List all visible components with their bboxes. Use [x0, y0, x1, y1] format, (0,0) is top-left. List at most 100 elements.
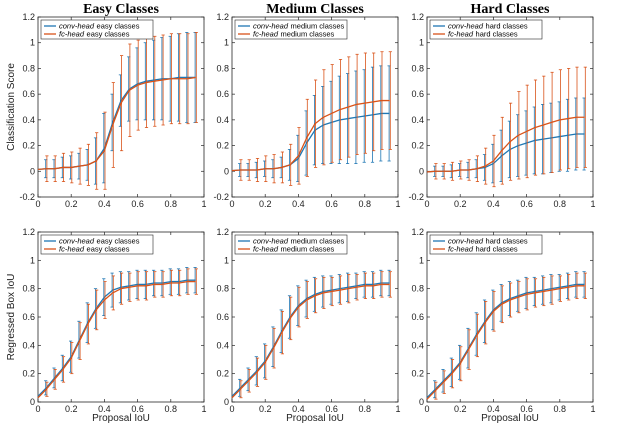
x-tick-label: 0.4	[98, 199, 111, 209]
legend-entry-classes: easy classes	[87, 30, 130, 39]
y-tick-label: 0.4	[216, 340, 229, 350]
legend-entry: conv-head medium classes	[253, 237, 345, 246]
legend-entry-head: fc-head	[253, 30, 279, 39]
y-tick-label: -0.2	[408, 192, 424, 202]
x-tick-label: 0.2	[259, 199, 272, 209]
series-line	[426, 116, 585, 173]
x-tick-label: 0	[35, 199, 40, 209]
y-tick-label: 0	[224, 397, 229, 407]
y-tick-label: -0.2	[213, 192, 229, 202]
x-tick-label: 0	[424, 404, 429, 414]
legend-entry: fc-head hard classes	[448, 245, 518, 254]
y-tick-label: 0.6	[411, 89, 424, 99]
x-tick-label: 0.4	[98, 404, 111, 414]
series-fc-head	[37, 32, 198, 190]
y-tick-label: 0.2	[411, 369, 424, 379]
x-tick-label: 0.4	[487, 404, 500, 414]
y-axis-label: Classification Score	[6, 63, 17, 151]
legend-entry-classes: hard classes	[476, 30, 518, 39]
y-tick-label: 1	[224, 38, 229, 48]
series-line	[426, 283, 585, 399]
y-axis-label: Regressed Box IoU	[6, 274, 17, 361]
x-tick-label: 0.4	[292, 404, 305, 414]
legend-entry: conv-head hard classes	[448, 237, 528, 246]
legend-entry-classes: hard classes	[476, 245, 518, 254]
legend-entry-head: conv-head	[59, 237, 95, 246]
legend-entry: conv-head easy classes	[59, 22, 140, 31]
legend-entry-classes: easy classes	[97, 22, 140, 31]
y-tick-label: 0.2	[22, 369, 35, 379]
y-tick-label: 0.6	[216, 89, 229, 99]
series-conv-head	[231, 269, 391, 397]
x-tick-label: 0.4	[292, 199, 305, 209]
legend-entry-head: conv-head	[253, 22, 289, 31]
y-tick-label: 1.2	[216, 12, 229, 22]
y-tick-label: 0	[224, 166, 229, 176]
column-title: Medium Classes	[266, 2, 364, 17]
legend-entry-head: fc-head	[253, 245, 279, 254]
legend-entry-head: fc-head	[448, 30, 474, 39]
legend-box	[429, 19, 543, 40]
plot-frame	[426, 16, 594, 198]
x-tick-label: 0.6	[131, 199, 144, 209]
column-title: Hard Classes	[471, 2, 551, 17]
y-tick-label: 0.4	[216, 115, 229, 125]
x-tick-label: 0.8	[359, 199, 372, 209]
legend-entry-head: conv-head	[59, 22, 95, 31]
subplot-3: 0 0.2 0.4 0.6 0.8 1-0.200.20.40.60.811.2conv-…	[408, 2, 595, 209]
legend-entry: conv-head hard classes	[448, 22, 528, 31]
subplot-5: 0 0.2 0.4 0.6 0.8 1 0 0.2 0.4 0.6 0.8 1 1.2 conv-head…	[216, 227, 400, 424]
x-tick-label: 0.6	[520, 404, 533, 414]
x-tick-label: 1	[201, 199, 206, 209]
x-tick-label: 0.2	[65, 404, 78, 414]
y-tick-label: 1	[224, 255, 229, 265]
y-tick-label: 1.2	[22, 12, 35, 22]
y-tick-label: 0.6	[22, 312, 35, 322]
series-line	[426, 285, 585, 400]
y-tick-label: 1	[419, 38, 424, 48]
y-tick-label: 0.8	[22, 63, 35, 73]
y-tick-label: 0.6	[411, 312, 424, 322]
y-tick-label: 0.2	[216, 369, 229, 379]
x-tick-label: 1	[201, 404, 206, 414]
legend-entry: conv-head easy classes	[59, 237, 140, 246]
legend-box	[234, 234, 348, 255]
legend-entry-classes: medium classes	[291, 237, 345, 246]
x-tick-label: 0.6	[325, 404, 338, 414]
legend-box	[234, 19, 348, 40]
legend-entry: fc-head easy classes	[59, 30, 130, 39]
legend-entry-classes: medium classes	[281, 30, 335, 39]
legend-box	[429, 234, 543, 255]
x-tick-label: 0	[229, 404, 234, 414]
legend-entry-classes: medium classes	[291, 22, 345, 31]
x-tick-label: 0.2	[259, 404, 272, 414]
x-tick-label: 1	[395, 199, 400, 209]
x-tick-label: 0.2	[454, 199, 467, 209]
series-conv-head	[426, 97, 586, 184]
y-tick-label: -0.2	[19, 192, 35, 202]
series-line	[37, 76, 196, 171]
x-tick-label: 0.6	[131, 404, 144, 414]
legend-entry-head: fc-head	[59, 30, 85, 39]
y-tick-label: 0.8	[411, 284, 424, 294]
y-tick-label: 0	[30, 397, 35, 407]
series-fc-head	[231, 271, 392, 399]
x-tick-label: 0.2	[65, 199, 78, 209]
legend-entry: fc-head medium classes	[253, 30, 335, 39]
x-tick-label: 1	[590, 404, 595, 414]
series-line	[231, 283, 390, 399]
x-tick-label: 0	[35, 404, 40, 414]
plot-frame	[231, 16, 399, 198]
legend-entry-classes: hard classes	[486, 237, 528, 246]
subplot-6: 0 0.2 0.4 0.6 0.8 1 0 0.2 0.4 0.6 0.8 1 1.2 conv-head…	[411, 227, 595, 424]
x-tick-label: 0.6	[520, 199, 533, 209]
x-tick-label: 0.8	[165, 404, 178, 414]
legend-box	[40, 234, 154, 255]
legend-entry: fc-head medium classes	[253, 245, 335, 254]
y-tick-label: 1	[30, 255, 35, 265]
